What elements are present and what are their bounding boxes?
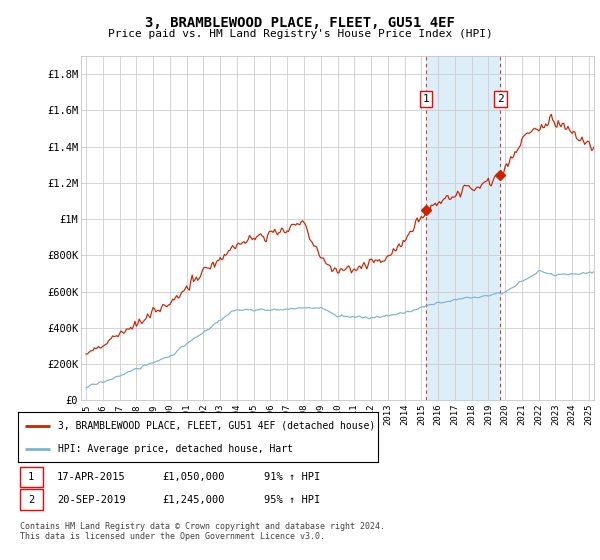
Text: 2: 2 <box>497 94 504 104</box>
Text: Contains HM Land Registry data © Crown copyright and database right 2024.
This d: Contains HM Land Registry data © Crown c… <box>20 522 385 542</box>
Text: 3, BRAMBLEWOOD PLACE, FLEET, GU51 4EF: 3, BRAMBLEWOOD PLACE, FLEET, GU51 4EF <box>145 16 455 30</box>
Text: 91% ↑ HPI: 91% ↑ HPI <box>264 472 320 482</box>
Bar <box>426 56 500 400</box>
Text: £1,245,000: £1,245,000 <box>162 494 224 505</box>
Text: £1,050,000: £1,050,000 <box>162 472 224 482</box>
Text: Price paid vs. HM Land Registry's House Price Index (HPI): Price paid vs. HM Land Registry's House … <box>107 29 493 39</box>
Text: 17-APR-2015: 17-APR-2015 <box>57 472 126 482</box>
Text: 20-SEP-2019: 20-SEP-2019 <box>57 494 126 505</box>
Text: 2: 2 <box>28 494 34 505</box>
Text: 1: 1 <box>28 472 34 482</box>
Text: 95% ↑ HPI: 95% ↑ HPI <box>264 494 320 505</box>
Text: 3, BRAMBLEWOOD PLACE, FLEET, GU51 4EF (detached house): 3, BRAMBLEWOOD PLACE, FLEET, GU51 4EF (d… <box>58 421 375 431</box>
Text: HPI: Average price, detached house, Hart: HPI: Average price, detached house, Hart <box>58 444 293 454</box>
Text: 1: 1 <box>423 94 430 104</box>
